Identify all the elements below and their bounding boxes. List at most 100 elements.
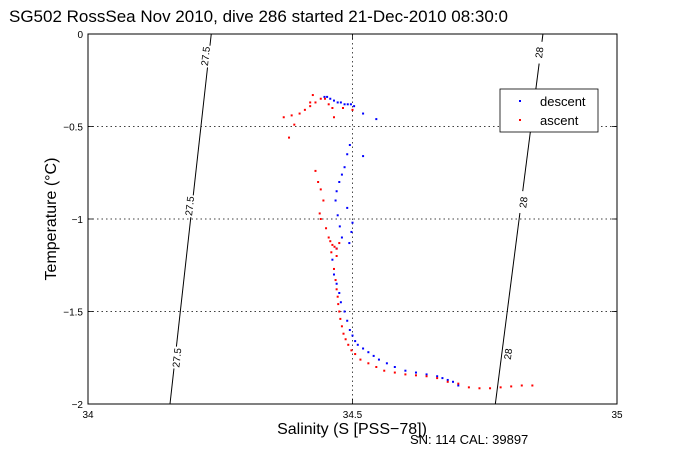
isopycnal-label-gap [199,44,212,68]
descent-point [377,358,380,361]
isopycnal-label-gap [501,342,515,366]
descent-point [336,101,339,104]
ascent-point [317,181,320,183]
ascent-point [322,199,325,202]
isopycnal-label-gap [517,190,530,214]
ascent-point [344,338,347,341]
ascent-point [350,349,353,352]
ascent-point [359,358,362,361]
descent-point [367,351,370,354]
descent-point [338,181,341,183]
y-tick-label: −0.5 [63,123,83,134]
descent-point [331,258,334,261]
ascent-point [293,123,296,126]
descent-point [349,103,352,106]
isopycnal-label-gap [170,346,184,370]
y-tick-label: −1.5 [63,308,83,319]
descent-point [351,221,354,224]
x-tick-label: 34.5 [343,410,363,421]
instrument-footer: SN: 114 CAL: 39897 [410,432,528,447]
ascent-point [323,97,326,100]
descent-point [339,101,342,104]
x-tick-label: 35 [611,410,623,421]
ascent-point [309,105,312,108]
descent-point [329,97,332,100]
descent-point [343,103,346,106]
legend-box [499,88,599,133]
ascent-point [367,362,370,365]
descent-point [343,310,346,313]
descent-point [348,144,351,146]
ascent-point [520,384,523,387]
isopycnal-label: 28 [534,46,546,59]
ascent-point [340,325,343,328]
ascent-point [446,380,449,383]
descent-point [326,95,329,98]
y-axis-label: Temperature (°C) [43,158,60,281]
ascent-point [375,366,378,368]
ascent-point [531,384,534,387]
ascent-point [354,353,357,356]
ascent-point [319,218,322,220]
descent-point [372,354,375,357]
ascent-point [318,212,321,215]
ascent-point [282,116,285,119]
descent-point [446,378,449,381]
ascent-point [467,386,470,389]
ascent-point [331,107,334,109]
ascent-point [314,101,317,104]
ascent-point [332,267,335,270]
descent-point [338,292,341,294]
ascent-point [457,382,460,385]
descent-point [340,236,343,239]
ascent-point [499,386,502,389]
legend-label-ascent: ascent [540,113,579,128]
descent-point [343,166,346,169]
ascent-point [478,387,481,390]
descent-point [323,95,326,98]
ascent-point [351,108,354,111]
chart-title: SG502 RossSea Nov 2010, dive 286 started… [9,7,508,26]
ascent-point [338,310,341,313]
ascent-point [414,374,417,377]
ascent-point [393,371,396,374]
isopycnal-label: 27.5 [184,195,197,216]
descent-point [362,112,365,115]
descent-point [334,199,337,202]
descent-point [336,214,339,217]
ascent-point [314,169,317,172]
isopycnal-label: 28 [503,348,515,361]
isopycnal-label: 27.5 [171,347,184,368]
legend-label-descent: descent [540,94,586,109]
ascent-point [311,94,314,97]
descent-point [354,340,357,343]
ascent-point [341,107,344,109]
ascent-point [489,387,492,390]
descent-point [338,225,341,228]
descent-point [452,380,455,383]
descent-point [393,366,396,368]
descent-point [346,319,349,322]
ascent-point [335,288,338,291]
descent-point [385,362,388,365]
descent-point [332,273,335,276]
legend-marker-ascent [519,119,521,121]
descent-point [340,173,343,176]
descent-point [436,375,439,378]
descent-point [441,377,444,380]
descent-point [346,153,349,156]
descent-point [346,103,349,106]
ascent-point [303,108,306,111]
ascent-point [383,369,386,372]
descent-point [414,371,417,374]
isopycnal-label-gap [183,194,196,218]
descent-point [335,190,338,193]
ascent-point [309,101,312,104]
ascent-point [342,332,345,335]
descent-point [339,301,342,304]
axis-ticks: 34 34.5 35 0 −0.5 −1 −1.5 −2 [63,30,623,421]
ascent-point [290,114,293,117]
ascent-point [335,255,338,257]
descent-point [362,347,365,350]
y-tick-label: 0 [77,30,83,41]
